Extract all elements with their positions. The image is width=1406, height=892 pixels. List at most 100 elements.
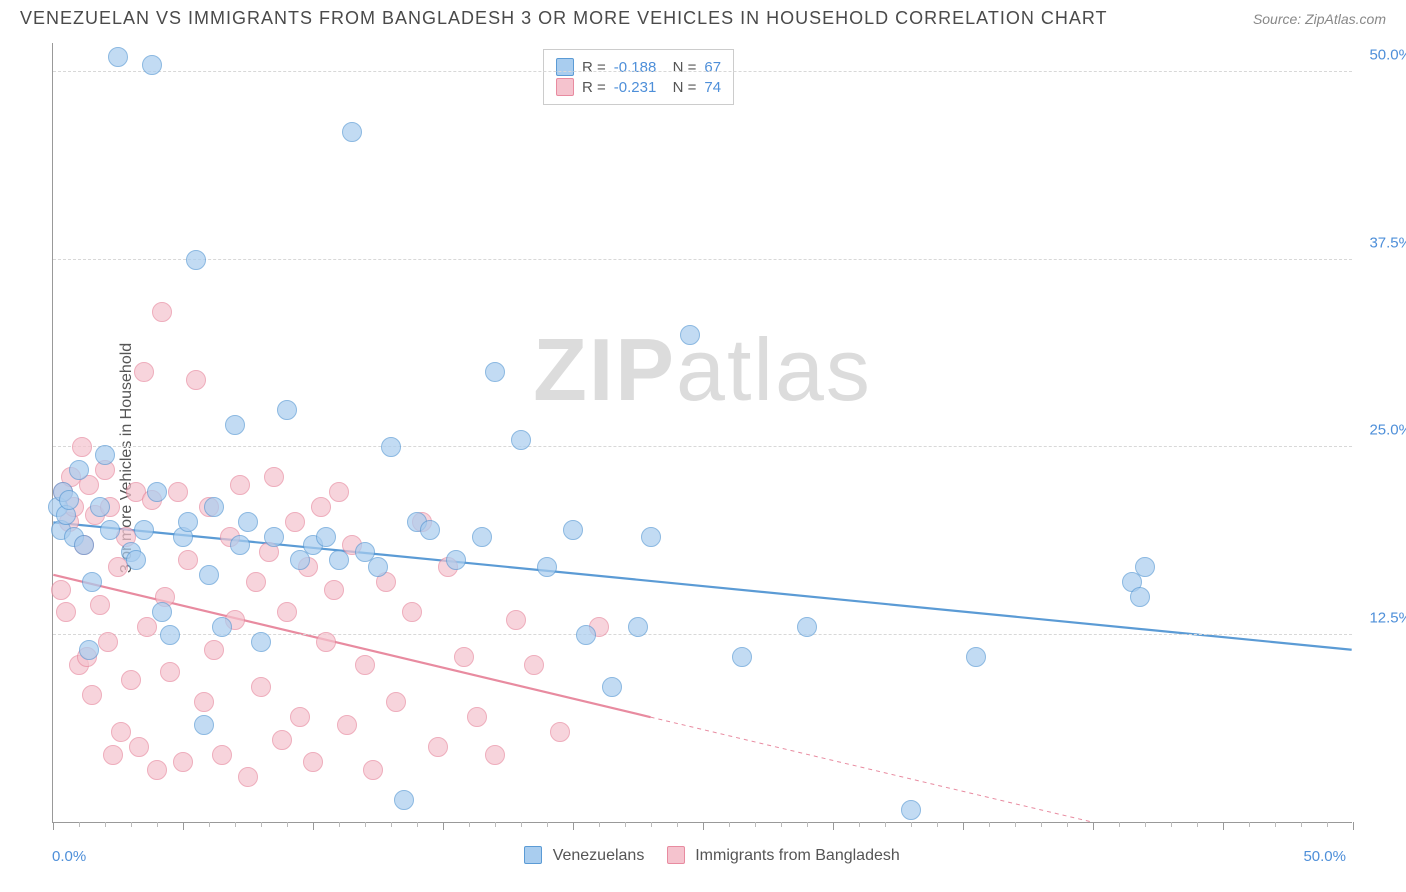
data-point-bangladesh — [485, 745, 505, 765]
data-point-bangladesh — [428, 737, 448, 757]
data-point-bangladesh — [303, 752, 323, 772]
data-point-venezuelans — [160, 625, 180, 645]
x-tick-minor — [1067, 822, 1068, 827]
x-tick-minor — [469, 822, 470, 827]
data-point-venezuelans — [74, 535, 94, 555]
data-point-venezuelans — [108, 47, 128, 67]
x-tick-minor — [599, 822, 600, 827]
data-point-venezuelans — [641, 527, 661, 547]
data-point-bangladesh — [111, 722, 131, 742]
data-point-bangladesh — [316, 632, 336, 652]
data-point-venezuelans — [69, 460, 89, 480]
data-point-venezuelans — [732, 647, 752, 667]
data-point-bangladesh — [329, 482, 349, 502]
x-tick-minor — [1327, 822, 1328, 827]
data-point-bangladesh — [168, 482, 188, 502]
x-tick-major — [183, 822, 184, 830]
data-point-bangladesh — [311, 497, 331, 517]
x-tick-minor — [1041, 822, 1042, 827]
x-tick-minor — [1301, 822, 1302, 827]
data-point-venezuelans — [59, 490, 79, 510]
data-point-bangladesh — [230, 475, 250, 495]
data-point-venezuelans — [472, 527, 492, 547]
data-point-bangladesh — [90, 595, 110, 615]
data-point-venezuelans — [95, 445, 115, 465]
data-point-venezuelans — [576, 625, 596, 645]
data-point-venezuelans — [251, 632, 271, 652]
y-tick-label: 25.0% — [1357, 422, 1406, 439]
data-point-venezuelans — [797, 617, 817, 637]
data-point-venezuelans — [90, 497, 110, 517]
x-tick-major — [1223, 822, 1224, 830]
x-tick-major — [1353, 822, 1354, 830]
swatch-bangladesh-icon — [667, 846, 685, 864]
n-label: N = — [664, 79, 696, 96]
legend-label-venezuelans: Venezuelans — [553, 847, 645, 864]
x-tick-minor — [547, 822, 548, 827]
x-tick-minor — [79, 822, 80, 827]
data-point-bangladesh — [152, 302, 172, 322]
data-point-venezuelans — [100, 520, 120, 540]
gridline — [53, 634, 1352, 635]
data-point-bangladesh — [56, 602, 76, 622]
y-tick-label: 37.5% — [1357, 234, 1406, 251]
data-point-venezuelans — [126, 550, 146, 570]
data-point-venezuelans — [628, 617, 648, 637]
data-point-venezuelans — [147, 482, 167, 502]
data-point-venezuelans — [225, 415, 245, 435]
data-point-bangladesh — [467, 707, 487, 727]
x-tick-minor — [1145, 822, 1146, 827]
data-point-bangladesh — [137, 617, 157, 637]
corr-row-bangladesh: R = -0.231 N = 74 — [556, 78, 721, 96]
x-tick-minor — [339, 822, 340, 827]
legend-label-bangladesh: Immigrants from Bangladesh — [695, 847, 900, 864]
data-point-bangladesh — [355, 655, 375, 675]
data-point-bangladesh — [524, 655, 544, 675]
data-point-venezuelans — [511, 430, 531, 450]
r-label: R = — [582, 59, 606, 76]
watermark-zip: ZIP — [533, 320, 676, 419]
data-point-bangladesh — [246, 572, 266, 592]
x-tick-minor — [1197, 822, 1198, 827]
data-point-venezuelans — [82, 572, 102, 592]
data-point-venezuelans — [152, 602, 172, 622]
x-tick-minor — [937, 822, 938, 827]
data-point-bangladesh — [550, 722, 570, 742]
gridline — [53, 71, 1352, 72]
x-tick-minor — [521, 822, 522, 827]
r-value-bangladesh: -0.231 — [614, 79, 657, 96]
data-point-venezuelans — [563, 520, 583, 540]
data-point-venezuelans — [134, 520, 154, 540]
x-tick-minor — [729, 822, 730, 827]
data-point-venezuelans — [342, 122, 362, 142]
x-tick-minor — [885, 822, 886, 827]
data-point-venezuelans — [316, 527, 336, 547]
data-point-bangladesh — [506, 610, 526, 630]
data-point-venezuelans — [485, 362, 505, 382]
n-label: N = — [664, 59, 696, 76]
data-point-venezuelans — [277, 400, 297, 420]
x-tick-major — [313, 822, 314, 830]
data-point-bangladesh — [402, 602, 422, 622]
data-point-venezuelans — [79, 640, 99, 660]
data-point-venezuelans — [901, 800, 921, 820]
data-point-bangladesh — [212, 745, 232, 765]
data-point-bangladesh — [251, 677, 271, 697]
chart-header: VENEZUELAN VS IMMIGRANTS FROM BANGLADESH… — [0, 0, 1406, 33]
x-tick-minor — [391, 822, 392, 827]
x-tick-minor — [755, 822, 756, 827]
x-tick-minor — [1119, 822, 1120, 827]
data-point-bangladesh — [264, 467, 284, 487]
data-point-bangladesh — [204, 640, 224, 660]
data-point-venezuelans — [1130, 587, 1150, 607]
corr-row-venezuelans: R = -0.188 N = 67 — [556, 58, 721, 76]
x-tick-major — [1093, 822, 1094, 830]
swatch-venezuelans-icon — [556, 58, 574, 76]
chart-source: Source: ZipAtlas.com — [1253, 11, 1386, 27]
data-point-venezuelans — [186, 250, 206, 270]
chart-title: VENEZUELAN VS IMMIGRANTS FROM BANGLADESH… — [20, 8, 1108, 29]
data-point-venezuelans — [329, 550, 349, 570]
x-tick-minor — [1249, 822, 1250, 827]
x-tick-minor — [911, 822, 912, 827]
data-point-bangladesh — [178, 550, 198, 570]
